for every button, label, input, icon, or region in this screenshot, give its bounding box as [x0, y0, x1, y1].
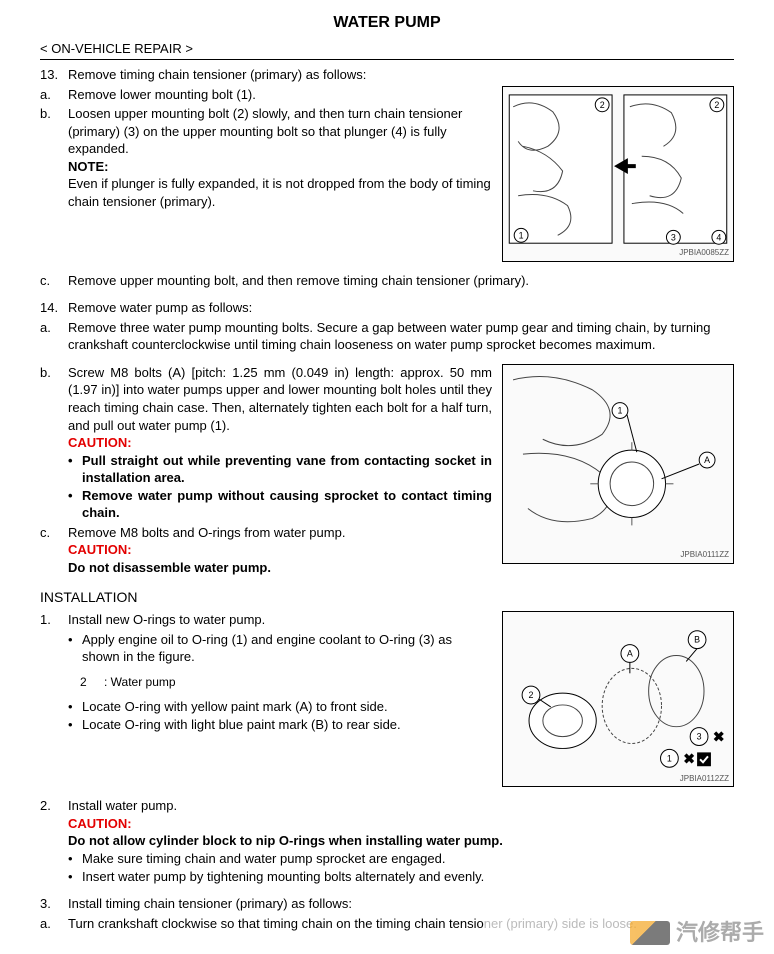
caution-label: CAUTION: — [68, 815, 734, 833]
bullet-text: Insert water pump by tightening mounting… — [82, 868, 484, 886]
sub-note-num: 2 — [80, 674, 104, 690]
step-13ab-block: a. Remove lower mounting bolt (1). b. Lo… — [40, 86, 734, 262]
install-1-block: 1. Install new O-rings to water pump. •A… — [40, 611, 734, 787]
step-text: Screw M8 bolts (A) [pitch: 1.25 mm (0.04… — [68, 364, 492, 522]
watermark-text: 汽修帮手 — [676, 918, 764, 948]
watermark: 汽修帮手 — [630, 918, 764, 948]
caution-label: CAUTION: — [68, 434, 492, 452]
step-number: 14. — [40, 299, 68, 317]
bullet-text: Apply engine oil to O-ring (1) and engin… — [82, 631, 492, 666]
installation-heading: INSTALLATION — [40, 588, 734, 607]
install-3: 3. Install timing chain tensioner (prima… — [40, 895, 734, 913]
figure-label: JPBIA0085ZZ — [679, 248, 729, 259]
page-title: WATER PUMP — [40, 12, 734, 34]
step-number: 3. — [40, 895, 68, 913]
svg-text:A: A — [627, 649, 633, 659]
step-text: Install water pump. CAUTION: Do not allo… — [68, 797, 734, 885]
step-number: 2. — [40, 797, 68, 815]
step-text: Install timing chain tensioner (primary)… — [68, 895, 734, 913]
svg-text:1: 1 — [667, 754, 672, 764]
step-text-span: Loosen upper mounting bolt (2) slowly, a… — [68, 106, 462, 156]
step-letter: a. — [40, 86, 68, 104]
step-13ab-text: a. Remove lower mounting bolt (1). b. Lo… — [40, 86, 502, 213]
figure-label: JPBIA0112ZZ — [680, 774, 729, 785]
step-letter: c. — [40, 272, 68, 290]
caution-label: CAUTION: — [68, 541, 492, 559]
bullet: • — [68, 868, 82, 886]
step-number: 13. — [40, 66, 68, 84]
step-letter: a. — [40, 915, 68, 933]
page: WATER PUMP < ON-VEHICLE REPAIR > 13. Rem… — [0, 0, 774, 954]
bullet: • — [68, 631, 82, 666]
section-header: < ON-VEHICLE REPAIR > — [40, 40, 734, 61]
svg-text:✖: ✖ — [683, 751, 695, 767]
figure-3: A B 2 1 3 ✖ ✖ JPBIA0112ZZ — [502, 611, 734, 787]
step-13: 13. Remove timing chain tensioner (prima… — [40, 66, 734, 84]
step-letter: a. — [40, 319, 68, 337]
step-text: Remove water pump as follows: — [68, 299, 734, 317]
install-1-text: 1. Install new O-rings to water pump. •A… — [40, 611, 502, 733]
step-letter: c. — [40, 524, 68, 542]
step-text-visible: Turn crankshaft clockwise so that timing… — [68, 916, 484, 931]
caution-text: Do not allow cylinder block to nip O-rin… — [68, 832, 734, 850]
sub-note-text: : Water pump — [104, 674, 176, 690]
svg-text:3: 3 — [671, 232, 676, 242]
step-14bc-block: b. Screw M8 bolts (A) [pitch: 1.25 mm (0… — [40, 364, 734, 579]
step-number: 1. — [40, 611, 68, 629]
bullet: • — [68, 698, 82, 716]
svg-text:3: 3 — [697, 732, 702, 742]
bullet-text: Locate O-ring with yellow paint mark (A)… — [82, 698, 388, 716]
step-text: Remove upper mounting bolt, and then rem… — [68, 272, 734, 290]
svg-text:✖: ✖ — [713, 729, 725, 745]
figure-label: JPBIA0111ZZ — [680, 550, 729, 561]
step-letter: b. — [40, 364, 68, 382]
step-text-span: Install water pump. — [68, 798, 177, 813]
bullet: • — [68, 716, 82, 734]
step-text: Loosen upper mounting bolt (2) slowly, a… — [68, 105, 492, 210]
note-text: Even if plunger is fully expanded, it is… — [68, 175, 492, 210]
step-text: Install new O-rings to water pump. — [68, 611, 492, 629]
bullet-text: Locate O-ring with light blue paint mark… — [82, 716, 401, 734]
step-text: Remove three water pump mounting bolts. … — [68, 319, 734, 354]
caution-text: Do not disassemble water pump. — [68, 559, 492, 577]
step-14: 14. Remove water pump as follows: — [40, 299, 734, 317]
sub-note: 2 : Water pump — [80, 674, 492, 690]
svg-text:2: 2 — [529, 690, 534, 700]
svg-text:2: 2 — [714, 99, 719, 109]
bullet-text: Make sure timing chain and water pump sp… — [82, 850, 445, 868]
bullet: • — [68, 487, 82, 522]
install-2: 2. Install water pump. CAUTION: Do not a… — [40, 797, 734, 885]
watermark-icon — [630, 921, 670, 945]
step-13c: c. Remove upper mounting bolt, and then … — [40, 272, 734, 290]
step-14a: a. Remove three water pump mounting bolt… — [40, 319, 734, 354]
step-text: Remove lower mounting bolt (1). — [68, 86, 492, 104]
svg-text:1: 1 — [519, 230, 524, 240]
figure-1: 1 2 3 4 2 JPBIA0085ZZ — [502, 86, 734, 262]
figure-2: 1 A JPBIA0111ZZ — [502, 364, 734, 564]
step-text: Remove timing chain tensioner (primary) … — [68, 66, 734, 84]
step-text-span: Screw M8 bolts (A) [pitch: 1.25 mm (0.04… — [68, 365, 492, 433]
caution-text: Pull straight out while preventing vane … — [82, 452, 492, 487]
step-14bc-text: b. Screw M8 bolts (A) [pitch: 1.25 mm (0… — [40, 364, 502, 579]
svg-text:4: 4 — [716, 232, 721, 242]
svg-text:A: A — [704, 455, 710, 465]
svg-text:2: 2 — [600, 99, 605, 109]
note-label: NOTE: — [68, 158, 492, 176]
caution-text: Remove water pump without causing sprock… — [82, 487, 492, 522]
svg-text:1: 1 — [617, 405, 622, 415]
step-letter: b. — [40, 105, 68, 123]
svg-text:B: B — [694, 635, 700, 645]
step-text-faded: ner (primary) side is loose. — [484, 916, 637, 931]
bullet: • — [68, 850, 82, 868]
bullet: • — [68, 452, 82, 487]
step-text: Remove M8 bolts and O-rings from water p… — [68, 524, 492, 577]
step-text-span: Remove M8 bolts and O-rings from water p… — [68, 525, 345, 540]
